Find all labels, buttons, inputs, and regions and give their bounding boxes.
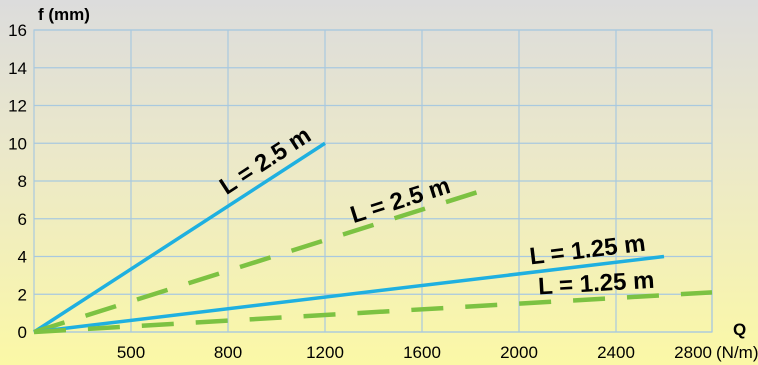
- x-tick-label: 500: [117, 343, 145, 362]
- y-tick-label: 14: [8, 59, 27, 78]
- y-tick-label: 16: [8, 21, 27, 40]
- y-tick-label: 8: [18, 172, 27, 191]
- series-line-3: [33, 254, 665, 334]
- y-tick-label: 12: [8, 97, 27, 116]
- x-axis-unit: (N/m): [716, 343, 758, 362]
- y-tick-label: 4: [18, 248, 27, 267]
- x-tick-label: 2800: [674, 343, 712, 362]
- series-line-1: [33, 141, 326, 334]
- x-axis-title: Q: [733, 320, 746, 339]
- series-line-2: [33, 184, 496, 335]
- y-tick-label: 2: [18, 285, 27, 304]
- y-axis-title: f (mm): [38, 5, 90, 24]
- x-tick-label: 2400: [597, 343, 635, 362]
- series-label-1: L = 2.5 m: [215, 122, 316, 201]
- x-tick-label: 1600: [403, 343, 441, 362]
- y-tick-label: 10: [8, 134, 27, 153]
- series-line-4: [33, 290, 713, 335]
- x-tick-label: 800: [214, 343, 242, 362]
- x-tick-label: 2000: [500, 343, 538, 362]
- y-tick-label: 0: [18, 323, 27, 342]
- y-tick-label: 6: [18, 210, 27, 229]
- x-tick-label: 1200: [306, 343, 344, 362]
